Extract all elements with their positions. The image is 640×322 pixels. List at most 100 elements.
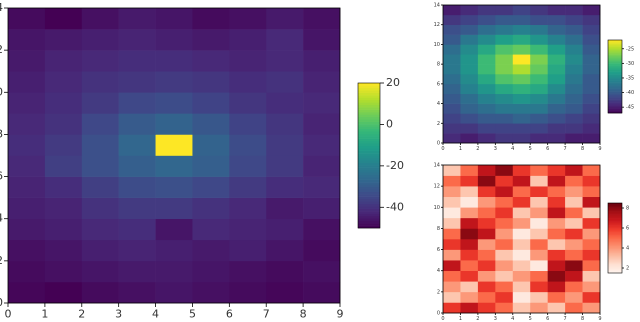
colorbar-step [608,41,622,43]
x-tick-label: 3 [494,146,497,152]
heat-cell [81,239,119,262]
heat-cell [8,155,46,177]
heat-cell [582,260,601,272]
colorbar-step [608,266,622,268]
heat-cell [512,207,531,219]
colorbar-step [608,224,622,226]
colorbar-step [608,255,622,257]
heat-cell [565,64,583,75]
heat-cell [547,270,566,282]
heat-cell [443,260,461,272]
heat-cell [582,74,601,85]
heat-cell [443,175,461,187]
colorbar-step [358,114,380,118]
heat-cell [530,228,548,240]
colorbar-step [608,58,622,60]
heat-cell [460,103,479,114]
colorbar-step [358,124,380,127]
heat-cell [443,281,461,293]
heat-cell [118,176,156,198]
y-tick-label: 14 [434,3,440,9]
colorbar-step [608,241,622,243]
colorbar-step [608,213,622,215]
colorbar-step [358,191,380,195]
heat-cell [512,270,531,282]
heat-cell [530,5,548,16]
heat-cell [155,218,193,241]
heat-cell [477,83,496,95]
heat-cell [547,24,566,35]
heat-cell [477,54,496,65]
heat-cell [565,113,583,124]
heat-cell [443,54,461,65]
heat-cell [8,113,46,135]
heat-cell [565,281,583,293]
colorbar-step [358,167,380,171]
x-tick-label: 9 [598,316,601,322]
heat-cell [495,281,514,293]
heat-cell [530,281,548,293]
heat-cell [477,291,496,303]
heat-cell [547,34,566,45]
heat-cell [530,44,548,55]
heat-cell [229,218,267,241]
heat-cell [460,291,479,303]
heat-cell [547,239,566,250]
colorbar-step [358,126,380,130]
colorbar-step [608,77,622,80]
colorbar-step [608,232,622,234]
heat-cell [118,71,156,93]
heat-cell [512,249,531,261]
heat-cell [443,239,461,250]
heat-cell [81,176,119,198]
colorbar-step [608,54,622,57]
heat-cell [477,175,496,187]
colorbar-step [608,102,622,104]
heat-cell [460,74,479,85]
colorbar-tick-label: -30 [626,61,634,67]
axes-frame [442,4,601,144]
heat-cell [443,113,461,124]
heat-cell [582,83,601,95]
colorbar-step [608,71,622,74]
colorbar-step [608,263,622,266]
heat-cell [477,103,496,114]
heat-cell [477,64,496,75]
heat-cell [81,260,119,283]
heat-cell [477,123,496,134]
colorbar-step [608,105,622,108]
heat-cell [512,44,531,55]
y-tick-label: 4 [437,268,440,274]
heat-cell [495,207,514,219]
heat-cell [443,83,461,95]
heat-cell [495,64,514,75]
heat-cell [118,29,156,51]
heat-cell [81,197,119,220]
heat-cell [81,50,119,72]
x-tick-label: 5 [189,308,196,321]
colorbar-tick-label: 20 [386,76,400,89]
heat-cell [512,54,531,65]
heat-cell [81,29,119,51]
heat-cell [266,239,304,262]
colorbar-tick-label: 8 [626,206,629,212]
heat-cell [477,5,496,16]
heat-cell [229,113,267,135]
heat-cell [530,64,548,75]
colorbar-step [608,46,622,48]
x-tick-label: 8 [581,146,584,152]
heat-cell [477,207,496,219]
colorbar-tick-label: 6 [626,226,629,232]
heat-cell [582,196,601,208]
y-tick-label: 0 [0,296,3,309]
heat-cell [477,228,496,240]
heat-cell [547,249,566,261]
heat-cell [495,270,514,282]
colorbar-step [358,211,380,214]
heat-cell [547,14,566,26]
heat-cell [530,103,548,114]
heat-cell [460,186,479,198]
heat-cell [495,186,514,198]
x-tick-label: 4 [152,308,159,321]
heat-cell [229,71,267,93]
